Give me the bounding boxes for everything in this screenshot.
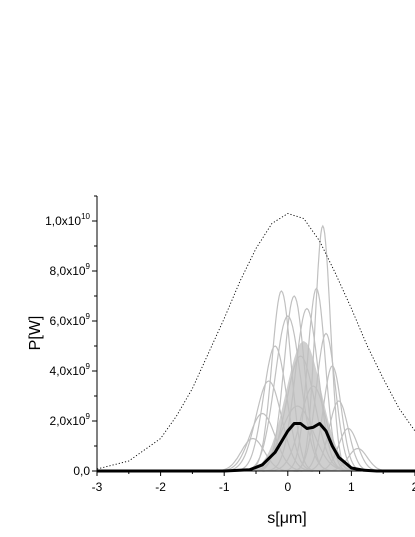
x-tick-label: -3 xyxy=(92,480,103,494)
y-tick-label: 0,0 xyxy=(73,464,90,478)
envelope-series-line xyxy=(96,213,415,470)
x-tick-label: 0 xyxy=(284,480,291,494)
x-tick-label: 2 xyxy=(412,480,415,494)
y-tick-label: 8,0x109 xyxy=(50,262,91,278)
shot-series-line xyxy=(280,287,352,472)
average-series-line xyxy=(97,422,415,473)
shot-series-line xyxy=(217,380,319,472)
x-tick-label: -1 xyxy=(219,480,230,494)
shot-series-group xyxy=(207,224,395,472)
shot-series-line xyxy=(261,307,353,472)
y-tick-label: 6,0x109 xyxy=(50,312,91,328)
y-tick-label: 2,0x109 xyxy=(50,412,91,428)
y-tick-label: 1,0x1010 xyxy=(45,212,90,228)
y-axis-ticks: 0,0 2,0x109 4,0x109 6,0x109 8,0x109 1,0x1010 xyxy=(45,195,97,478)
axes xyxy=(96,196,415,472)
x-axis-title: s[μm] xyxy=(267,510,306,527)
y-axis-title: P[W] xyxy=(27,316,44,351)
shot-series-line xyxy=(229,345,321,472)
x-axis-ticks: -3 -2 -1 0 1 2 xyxy=(92,471,415,494)
shot-series-line xyxy=(300,400,376,472)
y-tick-label: 4,0x109 xyxy=(50,362,91,378)
shot-series-line xyxy=(244,355,357,472)
x-tick-label: -2 xyxy=(155,480,166,494)
x-tick-label: 1 xyxy=(348,480,355,494)
shot-density-area xyxy=(230,341,384,471)
